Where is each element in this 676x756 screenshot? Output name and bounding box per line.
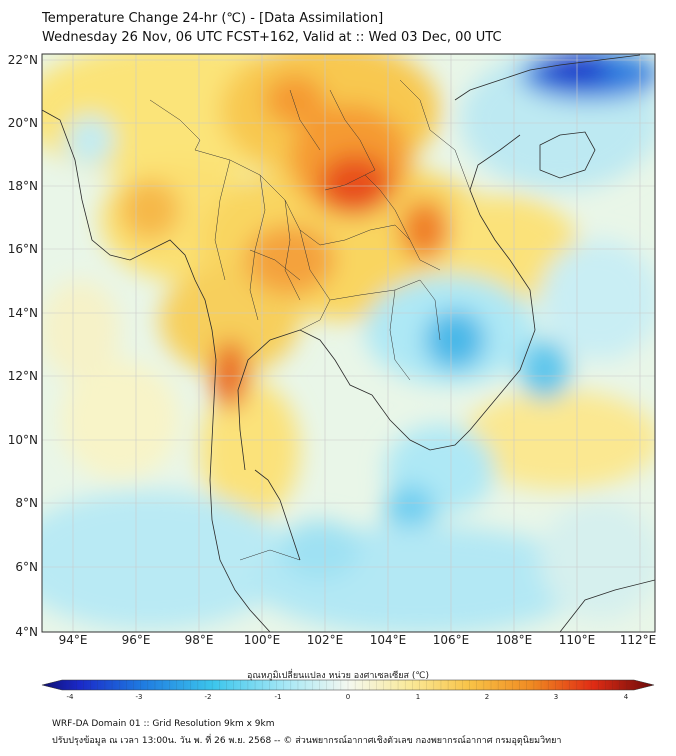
admin-borders: [149, 79, 471, 561]
lat-label: 22°N: [8, 53, 38, 67]
map-frame: [41, 53, 656, 633]
lon-label: 106°E: [433, 633, 470, 647]
lat-label: 10°N: [8, 433, 38, 447]
lat-label: 4°N: [15, 625, 38, 639]
colorbar-tick: -2: [205, 693, 212, 701]
coastlines: [42, 54, 655, 632]
lat-label: 20°N: [8, 116, 38, 130]
lon-label: 108°E: [496, 633, 533, 647]
map-subtitle: Wednesday 26 Nov, 06 UTC FCST+162, Valid…: [42, 30, 502, 45]
lon-label: 104°E: [370, 633, 407, 647]
lon-label: 100°E: [244, 633, 281, 647]
lat-label: 12°N: [8, 369, 38, 383]
colorbar-bar: [41, 679, 655, 691]
footer-domain-info: WRF-DA Domain 01 :: Grid Resolution 9km …: [52, 719, 275, 729]
footer-credit: ปรับปรุงข้อมูล ณ เวลา 13:00น. วัน พ. ที่…: [52, 736, 562, 746]
colorbar-tick: -4: [67, 693, 75, 701]
lon-label: 112°E: [620, 633, 657, 647]
lat-label: 14°N: [8, 306, 38, 320]
map-title: Temperature Change 24-hr (℃) - [Data Ass…: [42, 11, 384, 26]
colorbar-tick: 4: [624, 693, 629, 701]
lon-label: 98°E: [185, 633, 214, 647]
colorbar-ticks: -4 -3 -2 -1 0 1 2 3 4: [67, 693, 629, 701]
lon-label: 96°E: [122, 633, 151, 647]
colorbar-tick: -3: [136, 693, 143, 701]
lon-label: 110°E: [559, 633, 596, 647]
colorbar-title: อุณหภูมิเปลี่ยนแปลง หน่วย องศาเซลเซียส (…: [246, 671, 430, 681]
lat-label: 8°N: [15, 496, 38, 510]
lon-label: 102°E: [307, 633, 344, 647]
lat-labels: 22°N 20°N 18°N 16°N 14°N 12°N 10°N 8°N 6…: [8, 53, 38, 639]
colorbar-tick: 1: [416, 693, 420, 701]
lat-label: 6°N: [15, 560, 38, 574]
lat-label: 16°N: [8, 242, 38, 256]
lon-label: 94°E: [59, 633, 88, 647]
colorbar: -4 -3 -2 -1 0 1 2 3 4: [41, 679, 655, 701]
graticule: [42, 54, 655, 632]
lat-label: 18°N: [8, 179, 38, 193]
lon-labels: 94°E 96°E 98°E 100°E 102°E 104°E 106°E 1…: [59, 633, 657, 647]
colorbar-tick: -1: [275, 693, 282, 701]
colorbar-tick: 2: [485, 693, 489, 701]
temperature-field: [42, 54, 655, 632]
colorbar-tick: 3: [554, 693, 558, 701]
colorbar-tick: 0: [346, 693, 350, 701]
